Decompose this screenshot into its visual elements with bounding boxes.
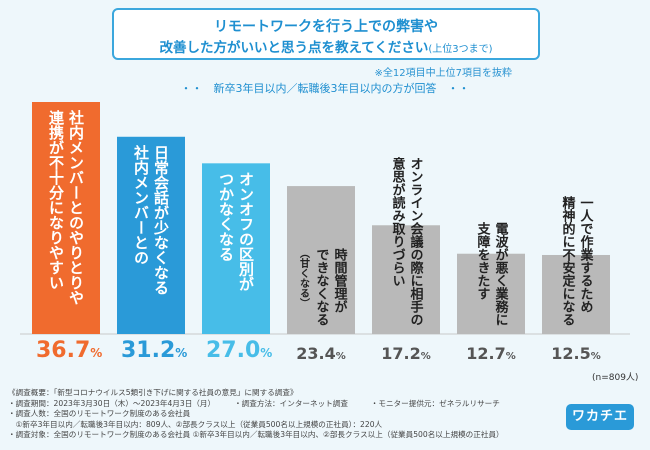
bar-category-label: オンライン会議の際に相手の xyxy=(408,157,424,326)
title-line-1: リモートワークを行う上での弊害や xyxy=(214,19,438,35)
title-suffix: (上位3つまで) xyxy=(428,44,493,55)
footer-line: ①新卒3年目以内／転職後3年目以内：809人、②部長クラス以上（従業員500名以… xyxy=(8,419,383,429)
bar-value-label: 23.4% xyxy=(296,344,346,363)
bar-value-label: 27.0% xyxy=(206,338,273,363)
footer-line: ・調査期間：2023年3月30日（木）〜2023年4月3日（月） ・調査方法：イ… xyxy=(8,398,500,408)
bar-category-label: 精神的に不安定になる xyxy=(560,195,577,326)
bar-value-label: 12.7% xyxy=(466,344,516,363)
bar-category-label: 支障をきたす xyxy=(475,221,492,300)
title-line-2: 改善した方がいいと思う点を教えてください(上位3つまで) xyxy=(114,36,538,56)
bar xyxy=(202,163,270,334)
bar-value-label: 12.5% xyxy=(551,344,601,363)
bar xyxy=(287,186,355,334)
bar-category-label: 電波が悪く業務に xyxy=(493,222,510,326)
bar xyxy=(117,136,185,334)
footer-line: ・調査人数：全国のリモートワーク制度のある会社員 xyxy=(8,409,191,419)
title-line-2-main: 改善した方がいいと思う点を教えてください xyxy=(159,40,429,56)
bar-category-label: 社内メンバーとの xyxy=(132,144,150,265)
bar-value-label: 31.2% xyxy=(121,338,188,363)
sample-size-label: (n=809人) xyxy=(592,373,639,383)
bar xyxy=(542,254,610,334)
bar-category-label: 連携が不十分になりやすい xyxy=(47,109,65,290)
bar xyxy=(32,102,100,334)
bar xyxy=(457,253,525,334)
brand-logo: ワカチエ xyxy=(566,404,634,430)
bar-category-label: 日常会話が少なくなる xyxy=(152,145,170,295)
bar-category-label: つかなくなる xyxy=(217,171,235,261)
bar xyxy=(372,225,440,334)
bar-category-label: 社内メンバーとのやりとりや xyxy=(67,109,85,305)
bar-value-label: 36.7% xyxy=(36,338,103,363)
title-box: リモートワークを行う上での弊害や 改善した方がいいと思う点を教えてください(上位… xyxy=(112,8,540,60)
note-text: ※全12項目中上位7項目を抜粋 xyxy=(374,68,512,79)
footer-line: ・調査対象：全国のリモートワーク制度のある会社員 ①新卒3年目以内／転職後3年目… xyxy=(8,430,504,440)
bar-category-label: オンオフの区別が xyxy=(237,171,255,291)
subtitle-text: ・・ 新卒3年目以内／転職後3年目以内の方が回答 ・・ xyxy=(180,82,470,95)
survey-footer: 《調査概要：「新型コロナウイルス5類引き下げに関する社員の意見」に関する調査》 … xyxy=(8,388,548,441)
bar-category-label: 時間管理が xyxy=(332,247,348,313)
bar-category-label: できなくなる xyxy=(314,248,330,326)
bar-value-label: 17.2% xyxy=(381,344,431,363)
bar-category-label: 一人で作業するため xyxy=(578,196,595,313)
bar-category-label: 意思が読み取りづらい xyxy=(390,156,406,287)
bar-category-label: （甘くなる） xyxy=(298,248,311,308)
footer-line: 《調査概要：「新型コロナウイルス5類引き下げに関する社員の意見」に関する調査》 xyxy=(8,388,298,397)
